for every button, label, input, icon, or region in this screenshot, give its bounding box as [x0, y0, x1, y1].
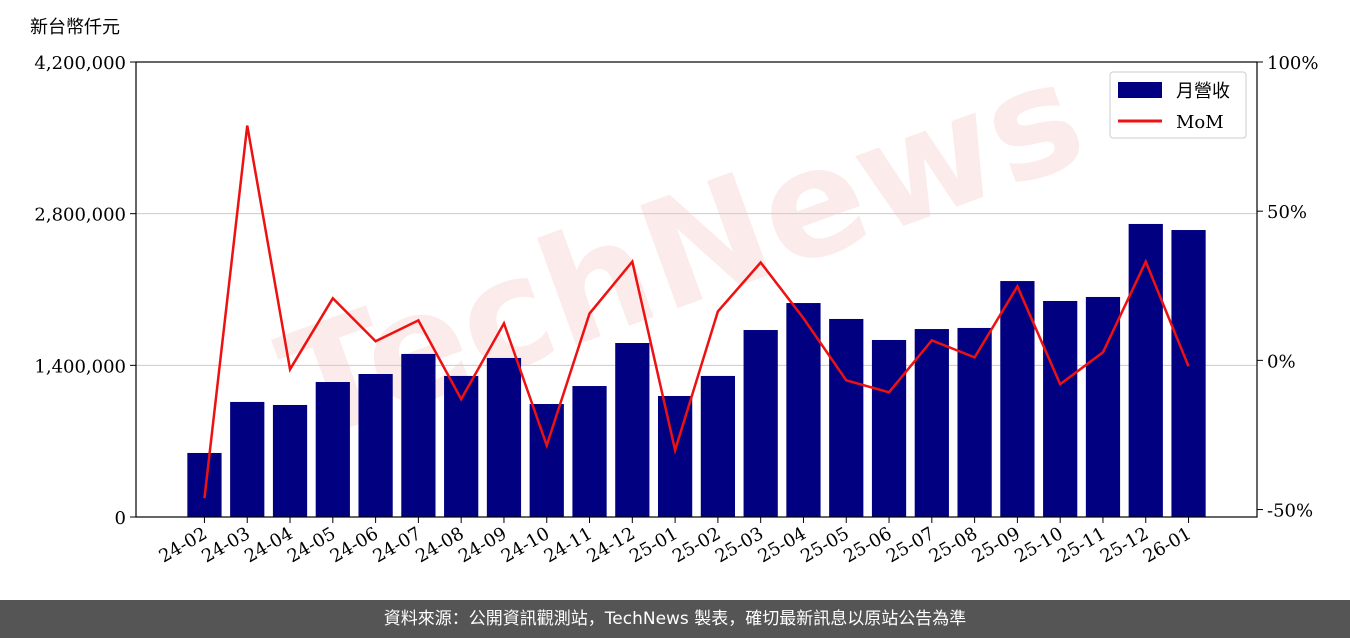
y-tick-label: 2,800,000 — [34, 205, 126, 226]
x-tick-label: 24-10 — [498, 523, 553, 567]
y-tick-label: 4,200,000 — [34, 53, 126, 74]
y-tick-label: 1,400,000 — [34, 356, 126, 377]
bar — [230, 401, 265, 517]
x-tick-label: 24-07 — [369, 523, 424, 567]
bar — [529, 404, 564, 517]
x-tick-label: 25-12 — [1097, 523, 1152, 567]
x-tick-label: 25-04 — [755, 523, 810, 567]
x-tick-label: 24-08 — [412, 523, 467, 567]
x-tick-label: 25-02 — [669, 523, 724, 567]
bar — [1043, 300, 1078, 517]
line — [203, 125, 1190, 499]
bar — [572, 386, 607, 517]
chart: 新台幣仟元 TechNews 01,400,0002,800,0004,200,… — [30, 17, 1318, 567]
x-tick-label: 25-10 — [1011, 523, 1066, 567]
x-tick-label: 25-01 — [626, 523, 681, 567]
x-tick-label: 24-03 — [198, 523, 253, 567]
y-tick-label: 0 — [115, 508, 126, 529]
bar — [1128, 223, 1163, 518]
x-tick-label: 25-09 — [968, 523, 1023, 567]
y2-tick-label: 0% — [1267, 351, 1296, 372]
bar — [914, 329, 949, 517]
bar — [315, 382, 350, 517]
bar — [615, 343, 650, 517]
bar — [957, 327, 992, 517]
bar — [486, 357, 522, 517]
x-tick-label: 25-06 — [840, 523, 895, 567]
x-tick-label: 24-12 — [583, 523, 638, 567]
bar — [743, 330, 778, 517]
x-tick-label: 25-11 — [1054, 523, 1109, 567]
x-tick-label: 24-05 — [284, 523, 339, 567]
plot-frame — [135, 61, 1258, 518]
x-tick-label: 26-01 — [1140, 523, 1195, 567]
bar — [1085, 296, 1121, 517]
y2-tick-label: 50% — [1267, 202, 1307, 223]
x-tick-label: 24-11 — [541, 523, 596, 567]
x-tick-label: 25-07 — [883, 523, 938, 567]
y-axis-label: 新台幣仟元 — [30, 17, 120, 38]
bar — [187, 452, 222, 517]
x-tick-label: 24-04 — [241, 523, 296, 567]
y2-tick-label: 100% — [1267, 53, 1318, 74]
x-tick-label: 24-02 — [156, 523, 211, 567]
bar — [1171, 230, 1206, 517]
x-tick-label: 24-09 — [455, 523, 510, 567]
bar — [829, 318, 864, 517]
x-tick-label: 24-06 — [327, 523, 382, 567]
x-tick-label: 25-08 — [926, 523, 981, 567]
bar — [401, 353, 436, 517]
bar — [1000, 281, 1035, 517]
bar — [700, 375, 736, 517]
bar — [358, 374, 393, 517]
footer: 資料來源：公開資訊觀測站，TechNews 製表，確切最新訊息以原站公告為準 — [0, 600, 1350, 638]
bar — [272, 404, 308, 517]
bar — [786, 303, 821, 517]
x-tick-label: 25-05 — [797, 523, 852, 567]
legend-label: 月營收 — [1176, 81, 1230, 102]
x-tick-label: 25-03 — [712, 523, 767, 567]
bar — [871, 339, 907, 517]
legend-label: MoM — [1176, 112, 1224, 133]
legend-swatch — [1118, 82, 1162, 98]
y2-tick-label: -50% — [1267, 501, 1313, 522]
